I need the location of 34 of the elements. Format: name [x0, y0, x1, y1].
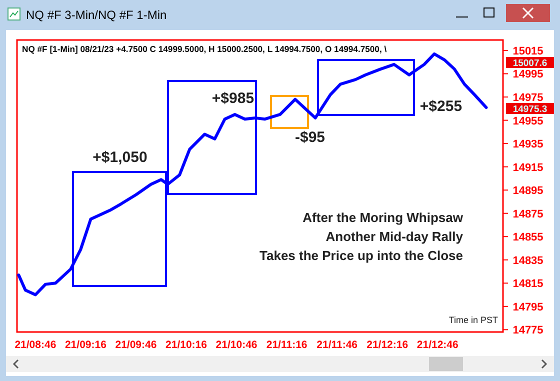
text: 14975.3	[512, 104, 548, 115]
x-tick-label: 21/10:16	[166, 339, 208, 351]
x-tick-label: 21/12:46	[416, 339, 459, 351]
x-tick-label: 21/11:16	[266, 339, 308, 351]
y-tick-label: 14835	[512, 254, 544, 267]
text: NQ #F [1-Min] 08/21/23 +4.7500 C 14999.5000, H 15000.2500, L 14994.7500, O 14994.7500, \	[22, 44, 388, 54]
y-tick-label: 14995	[512, 68, 544, 81]
y-tick-label: 14895	[512, 185, 544, 198]
y-tick-label: 14975	[512, 92, 544, 104]
annotation: +$985	[212, 90, 254, 107]
x-tick-label: 21/11:46	[316, 339, 358, 351]
chart-title: NQ #F 3-Min/NQ #F 1-Min	[26, 8, 167, 22]
text: 15007.6	[512, 58, 548, 69]
y-tick-label: 14815	[512, 278, 544, 290]
y-tick-label: 14855	[512, 232, 544, 244]
x-tick-label: 21/12:16	[366, 339, 408, 351]
y-tick-label: 14795	[512, 301, 544, 314]
y-tick-label: 14935	[512, 138, 544, 151]
annotation: After the Moring Whipsaw	[302, 210, 464, 225]
annotation: Takes the Price up into the Close	[260, 248, 463, 263]
annotation: Time in PST	[448, 315, 498, 325]
annotation: Another Mid-day Rally	[326, 229, 464, 244]
annotation: +$1,050	[92, 149, 148, 166]
y-tick-label: 15015	[512, 45, 544, 58]
y-tick-label: 14915	[512, 162, 544, 174]
x-tick-label: 21/09:16	[64, 339, 107, 351]
y-tick-label: 14775	[512, 324, 544, 337]
y-tick-label: 14955	[512, 115, 544, 128]
annotation: -$95	[294, 129, 326, 146]
y-tick-label: 14875	[512, 208, 544, 220]
x-tick-label: 21/08:46	[14, 339, 56, 351]
x-tick-label: 21/09:46	[115, 339, 157, 351]
x-tick-label: 21/10:46	[216, 339, 258, 351]
annotation: +$255	[420, 98, 462, 115]
